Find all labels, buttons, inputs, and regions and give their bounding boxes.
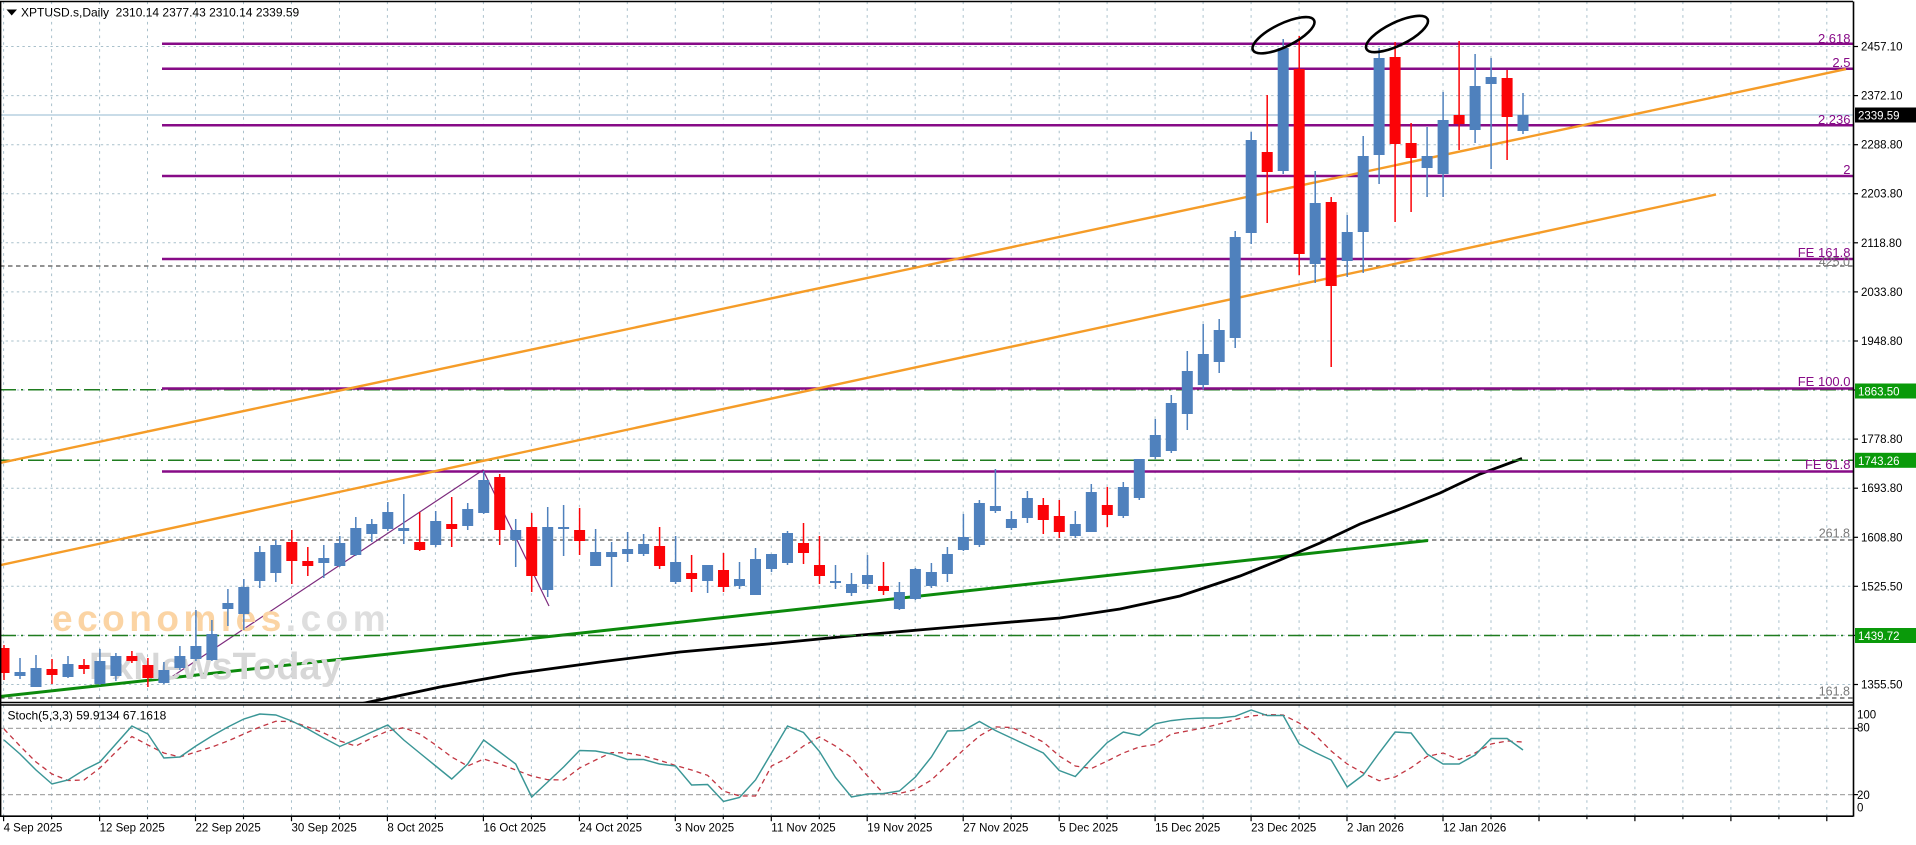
svg-text:1948.80: 1948.80	[1861, 336, 1903, 348]
svg-text:2203.80: 2203.80	[1861, 189, 1903, 201]
svg-text:1863.50: 1863.50	[1858, 387, 1900, 399]
svg-text:XPTUSD.s,Daily 2310.14 2377.4: XPTUSD.s,Daily 2310.14 2377.43 2310.14 2…	[21, 6, 300, 20]
svg-text:2372.10: 2372.10	[1861, 91, 1903, 103]
svg-text:Stoch(5,3,3) 59.9134 67.1618: Stoch(5,3,3) 59.9134 67.1618	[8, 709, 167, 723]
svg-text:1743.26: 1743.26	[1858, 456, 1900, 468]
svg-text:8 Oct 2025: 8 Oct 2025	[387, 823, 443, 835]
svg-text:2033.80: 2033.80	[1861, 287, 1903, 299]
svg-text:5 Dec 2025: 5 Dec 2025	[1059, 823, 1118, 835]
svg-text:1608.80: 1608.80	[1861, 532, 1903, 544]
svg-text:2288.80: 2288.80	[1861, 140, 1903, 152]
svg-text:15 Dec 2025: 15 Dec 2025	[1155, 823, 1220, 835]
svg-text:2339.59: 2339.59	[1858, 111, 1900, 123]
svg-text:100: 100	[1857, 710, 1876, 722]
svg-text:20: 20	[1857, 790, 1870, 802]
svg-text:24 Oct 2025: 24 Oct 2025	[579, 823, 642, 835]
svg-text:80: 80	[1857, 723, 1870, 735]
svg-text:2.236: 2.236	[1818, 112, 1851, 127]
svg-text:19 Nov 2025: 19 Nov 2025	[867, 823, 932, 835]
svg-text:1525.50: 1525.50	[1861, 581, 1903, 593]
svg-text:2.5: 2.5	[1832, 55, 1850, 70]
svg-text:0: 0	[1857, 802, 1863, 814]
svg-text:2 Jan 2026: 2 Jan 2026	[1347, 823, 1404, 835]
svg-text:161.8: 161.8	[1819, 685, 1850, 699]
svg-text:22 Sep 2025: 22 Sep 2025	[196, 823, 261, 835]
svg-text:4 Sep 2025: 4 Sep 2025	[4, 823, 63, 835]
svg-text:2.618: 2.618	[1818, 31, 1851, 46]
svg-text:FE 100.0: FE 100.0	[1798, 374, 1851, 389]
svg-text:2: 2	[1843, 162, 1850, 177]
svg-text:11 Nov 2025: 11 Nov 2025	[771, 823, 835, 835]
svg-text:FE 61.8: FE 61.8	[1805, 457, 1851, 472]
svg-text:1693.80: 1693.80	[1861, 483, 1903, 495]
svg-text:2118.80: 2118.80	[1861, 238, 1902, 250]
svg-text:30 Sep 2025: 30 Sep 2025	[292, 823, 357, 835]
svg-text:27 Nov 2025: 27 Nov 2025	[963, 823, 1028, 835]
svg-text:12 Jan 2026: 12 Jan 2026	[1443, 823, 1506, 835]
svg-text:425.0: 425.0	[1819, 255, 1850, 269]
svg-text:261.8: 261.8	[1819, 527, 1850, 541]
svg-text:3 Nov 2025: 3 Nov 2025	[675, 823, 734, 835]
svg-text:12 Sep 2025: 12 Sep 2025	[100, 823, 165, 835]
svg-text:23 Dec 2025: 23 Dec 2025	[1251, 823, 1316, 835]
svg-text:16 Oct 2025: 16 Oct 2025	[483, 823, 546, 835]
svg-text:2457.10: 2457.10	[1861, 42, 1903, 54]
svg-text:1778.80: 1778.80	[1861, 434, 1903, 446]
svg-text:1439.72: 1439.72	[1858, 631, 1900, 643]
svg-text:FE 161.8: FE 161.8	[1798, 245, 1851, 260]
svg-text:1355.50: 1355.50	[1861, 680, 1903, 692]
svg-text:economies.com: economies.com	[52, 598, 390, 639]
